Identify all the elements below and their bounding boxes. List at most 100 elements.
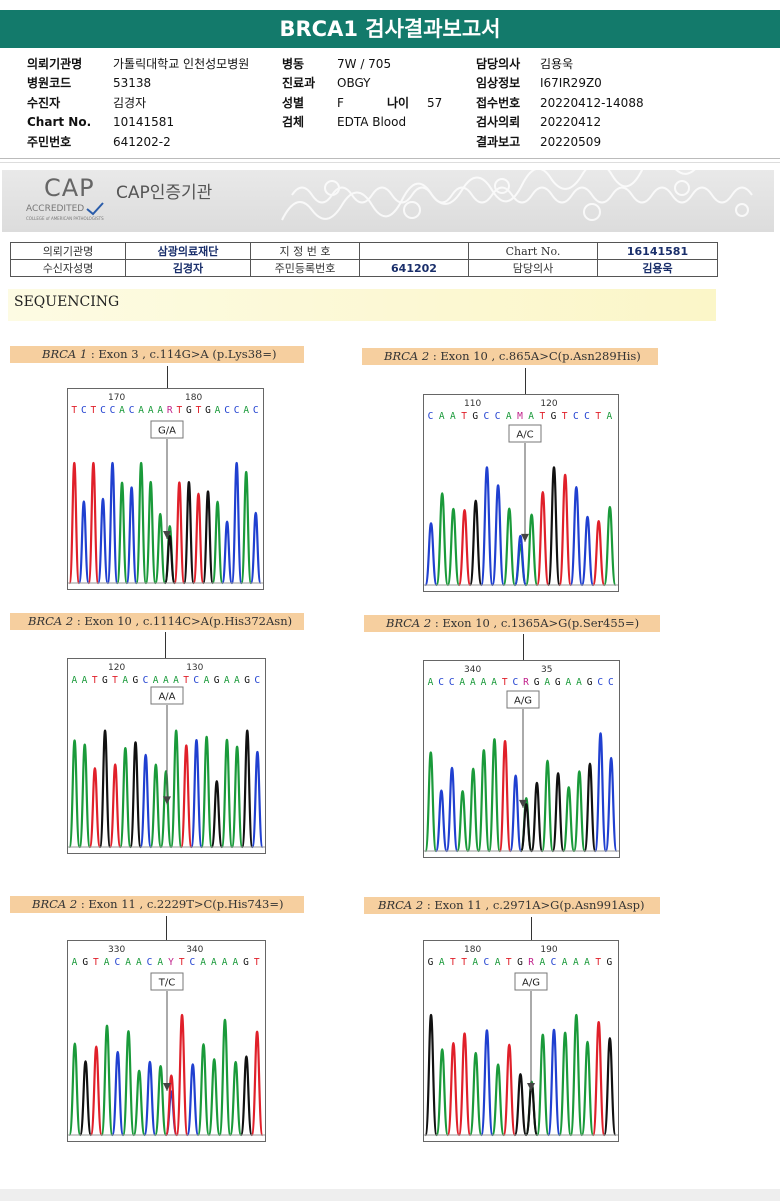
trace-peak	[457, 1032, 472, 1137]
arrow-down-icon	[519, 799, 527, 808]
base-call: T	[93, 957, 99, 968]
trace-peak	[491, 1063, 505, 1137]
base-call: A	[119, 405, 125, 416]
variant-text: : Exon 10 , c.1114C>A(p.His372Asn)	[73, 614, 293, 628]
trace-peak	[200, 735, 213, 849]
trace-peak	[591, 1020, 606, 1137]
base-call: G	[186, 405, 192, 416]
base-call: G	[205, 405, 211, 416]
base-call: A	[200, 957, 206, 968]
base-call: A	[539, 957, 545, 968]
trace-peak	[572, 770, 586, 853]
position-number: 120	[108, 663, 125, 673]
base-call: A	[243, 405, 249, 416]
trace-peak	[116, 481, 128, 585]
trace-peak	[424, 751, 438, 853]
trace-peak	[129, 741, 142, 849]
base-call: C	[254, 675, 260, 686]
base-call: C	[484, 957, 490, 968]
trace-peak	[175, 1013, 189, 1137]
variant-label: BRCA 2 : Exon 11 , c.2971A>G(p.Asn991Asp…	[364, 897, 660, 914]
pointer-arrow	[525, 368, 526, 400]
trace-peak	[583, 762, 597, 853]
trace-peak	[250, 1030, 264, 1137]
genotype-box	[508, 424, 542, 443]
genotype-call: A/C	[516, 430, 533, 441]
pointer-arrow	[165, 632, 166, 664]
trace-peak	[89, 1045, 103, 1137]
info-value: OBGY	[337, 76, 371, 91]
base-call: A	[495, 957, 501, 968]
info-label: 검체	[282, 115, 305, 130]
trace-peak	[251, 750, 264, 849]
gene-name: BRCA 2	[386, 616, 432, 630]
trace-peak	[106, 461, 119, 585]
base-call: Y	[168, 957, 174, 968]
base-call: A	[173, 675, 179, 686]
base-call: A	[607, 411, 613, 422]
trace-peak	[435, 1048, 449, 1137]
variant-text: : Exon 10 , c.1365A>G(p.Ser455=)	[431, 616, 640, 630]
base-call: T	[183, 675, 189, 686]
trace-peak	[97, 497, 109, 585]
base-call: A	[122, 675, 128, 686]
base-call: C	[428, 411, 434, 422]
genotype-box	[506, 690, 540, 709]
trace-peak	[562, 786, 576, 853]
trace-peak	[197, 1043, 210, 1137]
trace-peak	[509, 774, 523, 853]
decorative-pattern	[281, 170, 753, 221]
trace-peak	[580, 1040, 595, 1137]
base-call: R	[528, 957, 534, 968]
base-call: A	[544, 677, 550, 688]
trace-peak	[569, 1013, 584, 1137]
genotype-box	[150, 420, 184, 439]
pointer-arrow	[166, 916, 167, 946]
base-call: A	[439, 411, 445, 422]
trace-peak	[445, 766, 459, 853]
trace-peak	[469, 1051, 483, 1137]
checkmark-icon	[86, 202, 104, 216]
base-call: C	[512, 677, 518, 688]
form-label: 수신자성명	[10, 259, 126, 277]
genotype-call: T/C	[158, 978, 175, 989]
genotype-box	[514, 972, 548, 991]
form-value: 김경자	[125, 259, 251, 277]
info-label: 접수번호	[476, 95, 521, 110]
header-divider	[0, 162, 780, 163]
genotype-box	[150, 972, 184, 991]
trace-peak	[109, 763, 122, 849]
trace-peak	[513, 1073, 528, 1137]
info-label: 진료과	[282, 76, 316, 91]
base-call: T	[196, 405, 202, 416]
form-value: 삼광의료재단	[125, 242, 251, 260]
gene-name: BRCA 1	[42, 347, 88, 361]
base-call: A	[566, 677, 572, 688]
cap-logo-text: CAP	[44, 174, 95, 202]
trace-peak	[163, 534, 176, 585]
form-label: 지 정 번 호	[250, 242, 360, 260]
gene-name: BRCA 2	[378, 898, 424, 912]
base-call: A	[136, 957, 142, 968]
base-call: G	[587, 677, 593, 688]
base-call: A	[450, 411, 456, 422]
base-call: C	[224, 405, 230, 416]
base-call: C	[597, 677, 603, 688]
position-number: 170	[108, 393, 125, 403]
base-call: G	[428, 957, 434, 968]
trace-peak	[491, 484, 505, 587]
cap-banner: CAP ACCREDITED COLLEGE of AMERICAN PATHO…	[2, 170, 774, 232]
base-call: A	[491, 677, 497, 688]
base-call: C	[438, 677, 444, 688]
info-value: 10141581	[113, 115, 175, 130]
trace-peak	[541, 759, 554, 853]
base-call: A	[573, 957, 579, 968]
pointer-arrow	[523, 634, 524, 666]
info-col3: 담당의사 김용욱 임상정보 I67IR29Z0 접수번호 20220412-14088…	[476, 55, 644, 152]
base-call: T	[506, 957, 512, 968]
position-number: 35	[541, 665, 552, 675]
trace-peak	[143, 1060, 157, 1137]
base-call: C	[193, 675, 199, 686]
info-value: I67IR29Z0	[540, 76, 602, 91]
